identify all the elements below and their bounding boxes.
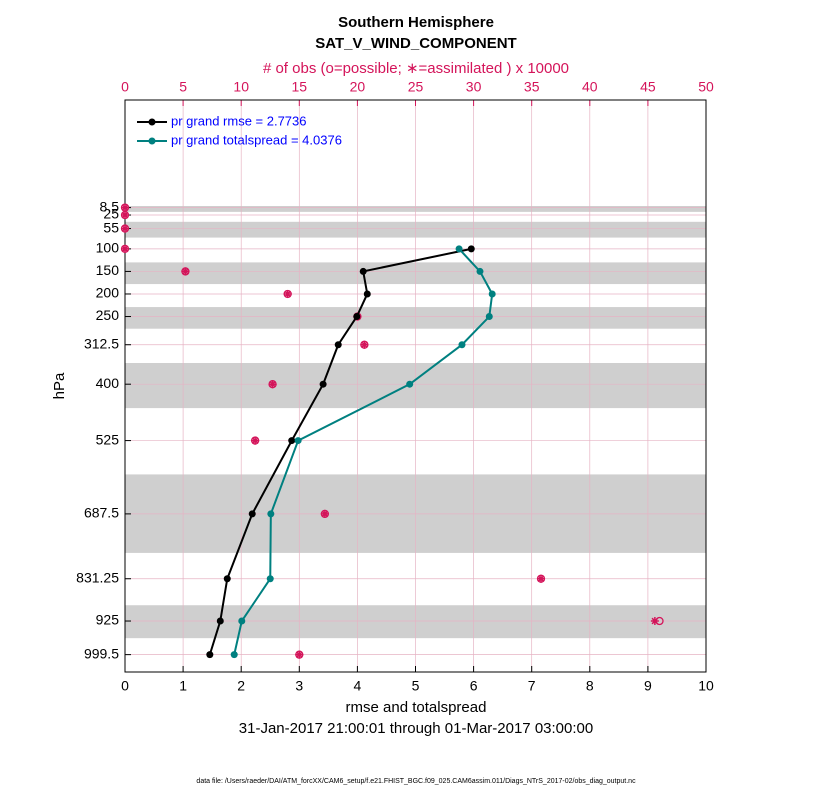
series-marker xyxy=(319,380,327,388)
legend-label: pr grand rmse = 2.7736 xyxy=(171,113,307,128)
series-marker xyxy=(458,341,466,349)
x2-tick-label: 40 xyxy=(582,79,598,95)
y-tick-label: 831.25 xyxy=(76,569,119,585)
y-tick-label: 687.5 xyxy=(84,505,119,521)
x-tick-label: 3 xyxy=(295,678,303,694)
x2-axis-label: # of obs (o=possible; ∗=assimilated ) x … xyxy=(263,60,569,77)
series-marker xyxy=(294,437,302,445)
series-marker xyxy=(455,245,463,253)
plot-frame xyxy=(124,99,707,673)
obs-assimilated-marker xyxy=(650,617,659,626)
obs-assimilated-marker xyxy=(121,203,129,212)
x2-tick-label: 10 xyxy=(233,79,249,95)
y-tick-label: 55 xyxy=(103,219,119,235)
series-marker xyxy=(353,313,361,321)
series-marker xyxy=(334,341,342,349)
series-marker xyxy=(238,617,246,625)
x2-tick-label: 35 xyxy=(524,79,540,95)
series-marker xyxy=(266,575,274,583)
y-axis-label: hPa xyxy=(51,372,68,399)
obs-assimilated-marker xyxy=(320,509,329,518)
chart-subtitle: SAT_V_WIND_COMPONENT xyxy=(315,35,516,52)
x2-tick-label: 15 xyxy=(292,79,308,95)
y-tick-label: 8.5 xyxy=(100,198,120,214)
chart-title: Southern Hemisphere xyxy=(338,14,494,31)
series-marker xyxy=(248,510,256,518)
x-tick-label: 5 xyxy=(412,678,420,694)
x-tick-label: 6 xyxy=(470,678,478,694)
x2-tick-label: 30 xyxy=(466,79,482,95)
obs-assimilated-marker xyxy=(121,211,129,220)
x-tick-label: 8 xyxy=(586,678,594,694)
series-marker xyxy=(488,290,496,298)
footer: data file: /Users/raeder/DAI/ATM_forcXX/… xyxy=(196,778,636,785)
series-marker xyxy=(288,437,296,445)
legend-marker xyxy=(148,137,156,145)
obs-assimilated-marker xyxy=(121,244,129,253)
obs-assimilated-marker xyxy=(283,289,292,298)
x-tick-label: 10 xyxy=(698,678,714,694)
series-marker xyxy=(223,575,231,583)
series-marker xyxy=(230,651,238,659)
obs-assimilated-marker xyxy=(181,267,190,276)
series-marker xyxy=(363,290,371,298)
obs-assimilated-marker xyxy=(121,224,129,233)
x2-tick-label: 20 xyxy=(350,79,366,95)
x2-tick-label: 45 xyxy=(640,79,656,95)
series-marker xyxy=(267,510,275,518)
x-tick-label: 1 xyxy=(179,678,187,694)
x2-tick-label: 50 xyxy=(698,79,714,95)
y-tick-label: 925 xyxy=(96,612,120,628)
x2-tick-label: 0 xyxy=(121,79,129,95)
obs-assimilated-marker xyxy=(268,380,277,389)
x-tick-label: 0 xyxy=(121,678,129,694)
series-marker xyxy=(485,313,493,321)
legend-label: pr grand totalspread = 4.0376 xyxy=(171,132,342,147)
series-marker xyxy=(216,617,224,625)
series-marker xyxy=(476,267,484,275)
y-tick-label: 999.5 xyxy=(84,645,119,661)
date-range: 31-Jan-2017 21:00:01 through 01-Mar-2017… xyxy=(239,720,593,737)
y-tick-label: 25 xyxy=(103,206,119,222)
y-tick-label: 400 xyxy=(96,375,120,391)
obs-assimilated-marker xyxy=(295,650,304,659)
series-marker xyxy=(406,380,414,388)
y-tick-label: 250 xyxy=(96,307,120,323)
legend-marker xyxy=(148,118,156,126)
x-tick-label: 2 xyxy=(237,678,245,694)
obs-assimilated-marker xyxy=(360,340,369,349)
y-tick-label: 200 xyxy=(96,285,120,301)
series-marker xyxy=(206,651,214,659)
x-tick-label: 7 xyxy=(528,678,536,694)
y-tick-label: 150 xyxy=(96,262,120,278)
y-tick-label: 100 xyxy=(96,240,120,256)
y-tick-label: 525 xyxy=(96,431,120,447)
obs-assimilated-marker xyxy=(536,574,545,583)
series-marker xyxy=(359,267,367,275)
x-tick-label: 9 xyxy=(644,678,652,694)
y-tick-label: 312.5 xyxy=(84,335,119,351)
x-axis-label: rmse and totalspread xyxy=(346,699,487,716)
x-tick-label: 4 xyxy=(354,678,362,694)
obs-assimilated-marker xyxy=(251,436,260,445)
series-marker xyxy=(467,245,475,253)
x2-tick-label: 25 xyxy=(408,79,424,95)
x2-tick-label: 5 xyxy=(179,79,187,95)
